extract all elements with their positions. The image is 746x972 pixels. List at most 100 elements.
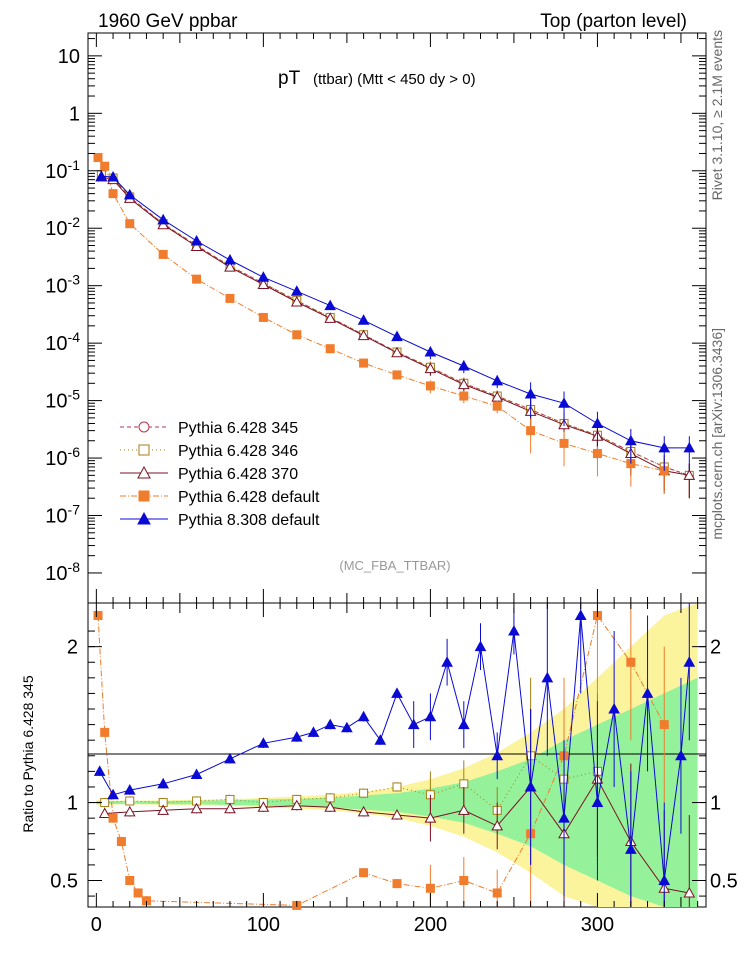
ratio-point-pythia-6-428-346 bbox=[359, 788, 369, 798]
ratio-point-pythia-6-428-default bbox=[133, 888, 143, 898]
ratio-point-pythia-6-428-370 bbox=[257, 801, 270, 812]
ratio-point-pythia-6-428-default bbox=[459, 875, 469, 885]
main-y-tick-label: 10-7 bbox=[45, 502, 80, 528]
ratio-point-pythia-6-428-default bbox=[392, 879, 402, 889]
ratio-point-pythia-8-308-default bbox=[524, 780, 537, 792]
main-y-tick-label: 10-1 bbox=[45, 157, 80, 183]
ratio-point-pythia-8-308-default bbox=[641, 687, 654, 698]
main-point-pythia-8-308-default bbox=[224, 253, 236, 265]
main-line-pythia-6-428-default bbox=[97, 157, 665, 472]
ratio-point-pythia-8-308-default bbox=[374, 734, 387, 745]
main-point-pythia-6-428-default bbox=[592, 448, 602, 458]
main-point-pythia-6-428-370 bbox=[224, 261, 236, 272]
ratio-point-pythia-6-428-346 bbox=[392, 782, 402, 792]
legend-label-pythia-8-308-default: Pythia 8.308 default bbox=[178, 512, 320, 529]
main-point-pythia-6-428-default bbox=[492, 401, 502, 411]
main-point-pythia-8-308-default bbox=[591, 417, 604, 428]
main-point-pythia-6-428-370 bbox=[683, 469, 696, 480]
main-point-pythia-6-428-default bbox=[108, 189, 118, 199]
x-tick-label: 100 bbox=[247, 914, 280, 936]
ratio-point-pythia-6-428-346 bbox=[325, 793, 335, 803]
ratio-point-pythia-6-428-370 bbox=[224, 802, 236, 814]
ratio-point-pythia-6-428-default bbox=[93, 610, 103, 620]
ratio-point-pythia-8-308-default bbox=[224, 752, 236, 764]
main-y-tick-label: 10-8 bbox=[45, 559, 80, 585]
ratio-y-axis-label: Ratio to Pythia 6.428 345 bbox=[20, 675, 36, 832]
main-point-pythia-6-428-default bbox=[93, 153, 103, 163]
main-y-tick-label: 10-2 bbox=[45, 214, 80, 240]
ratio-point-pythia-8-308-default bbox=[290, 731, 303, 742]
ratio-point-pythia-8-308-default bbox=[123, 784, 136, 795]
ratio-y-tick-label-right: 0.5 bbox=[710, 870, 738, 892]
ratio-band-green bbox=[96, 677, 698, 907]
ratio-data-layer bbox=[93, 603, 696, 910]
ratio-point-pythia-6-428-370 bbox=[683, 886, 696, 898]
main-point-pythia-6-428-default bbox=[559, 438, 569, 448]
main-point-pythia-6-428-default bbox=[425, 381, 435, 391]
main-point-pythia-8-308-default bbox=[524, 388, 537, 399]
ratio-point-pythia-6-428-346 bbox=[225, 794, 235, 804]
main-point-pythia-8-308-default bbox=[683, 441, 696, 453]
ratio-point-pythia-8-308-default bbox=[424, 710, 437, 722]
legend-label-pythia-6-428-346: Pythia 6.428 346 bbox=[178, 443, 298, 460]
ratio-point-pythia-8-308-default bbox=[508, 625, 520, 636]
main-point-pythia-6-428-default bbox=[258, 312, 268, 322]
main-point-pythia-6-428-370 bbox=[424, 362, 437, 374]
ratio-point-pythia-8-308-default bbox=[157, 777, 170, 789]
main-point-pythia-6-428-default bbox=[100, 161, 110, 171]
ratio-point-pythia-8-308-default bbox=[324, 718, 337, 730]
ratio-point-pythia-8-308-default bbox=[107, 788, 119, 800]
main-point-pythia-8-308-default bbox=[324, 299, 337, 311]
header-right: Top (parton level) bbox=[540, 11, 687, 32]
ratio-point-pythia-8-308-default bbox=[457, 718, 470, 730]
ratio-point-pythia-8-308-default bbox=[407, 718, 420, 730]
ratio-point-pythia-8-308-default bbox=[93, 765, 106, 776]
analysis-label: (MC_FBA_TTBAR) bbox=[339, 558, 450, 573]
ratio-point-pythia-8-308-default bbox=[591, 796, 604, 808]
main-point-pythia-6-428-370 bbox=[324, 312, 337, 323]
main-y-tick-label: 1 bbox=[69, 103, 80, 125]
legend-marker-pythia-6-428-345 bbox=[138, 421, 150, 433]
main-point-pythia-8-308-default bbox=[190, 234, 203, 246]
legend-label-pythia-6-428-default: Pythia 6.428 default bbox=[178, 489, 320, 506]
main-point-pythia-8-308-default bbox=[658, 441, 671, 453]
ratio-point-pythia-6-428-370 bbox=[123, 805, 136, 817]
ratio-point-pythia-6-428-370 bbox=[157, 804, 170, 815]
ratio-point-pythia-8-308-default bbox=[474, 640, 487, 652]
ratio-point-pythia-8-308-default bbox=[608, 702, 620, 714]
ratio-point-pythia-8-308-default bbox=[307, 726, 320, 737]
side-label-lower: mcplots.cern.ch [arXiv:1306.3436] bbox=[709, 328, 725, 540]
main-point-pythia-8-308-default bbox=[123, 188, 136, 200]
main-point-pythia-8-308-default bbox=[491, 374, 504, 386]
main-point-pythia-8-308-default bbox=[290, 285, 303, 296]
ratio-point-pythia-8-308-default bbox=[541, 671, 554, 683]
ratio-point-pythia-6-428-370 bbox=[457, 804, 470, 815]
ratio-line-pythia-8-308-default bbox=[99, 615, 690, 881]
main-data-layer bbox=[93, 153, 696, 499]
ratio-point-pythia-6-428-default bbox=[125, 875, 135, 885]
main-point-pythia-6-428-default bbox=[292, 330, 302, 340]
ratio-point-pythia-8-308-default bbox=[441, 656, 453, 667]
ratio-point-pythia-8-308-default bbox=[624, 843, 637, 854]
ratio-point-pythia-6-428-370 bbox=[357, 805, 370, 817]
ratio-point-pythia-6-428-370 bbox=[391, 808, 403, 820]
main-point-pythia-8-308-default bbox=[424, 346, 437, 357]
x-tick-label: 300 bbox=[581, 914, 614, 936]
ratio-point-pythia-6-428-346 bbox=[125, 796, 135, 806]
ratio-point-pythia-8-308-default bbox=[683, 656, 696, 667]
x-tick-label: 200 bbox=[414, 914, 447, 936]
ratio-point-pythia-8-308-default bbox=[558, 812, 570, 823]
main-point-pythia-6-428-370 bbox=[257, 278, 270, 289]
ratio-point-pythia-6-428-370 bbox=[491, 819, 504, 831]
main-point-pythia-8-308-default bbox=[457, 359, 470, 371]
side-label-upper: Rivet 3.1.10, ≥ 2.1M events bbox=[709, 30, 725, 200]
main-point-pythia-6-428-370 bbox=[290, 295, 303, 307]
legend-label-pythia-6-428-345: Pythia 6.428 345 bbox=[178, 420, 298, 437]
main-title-primary: pT bbox=[278, 68, 301, 89]
header-left: 1960 GeV ppbar bbox=[98, 11, 238, 32]
ratio-point-pythia-8-308-default bbox=[574, 609, 587, 620]
main-line-pythia-8-308-default bbox=[101, 175, 690, 449]
legend-label-pythia-6-428-370: Pythia 6.428 370 bbox=[178, 466, 298, 483]
ratio-point-pythia-6-428-default bbox=[659, 720, 669, 730]
